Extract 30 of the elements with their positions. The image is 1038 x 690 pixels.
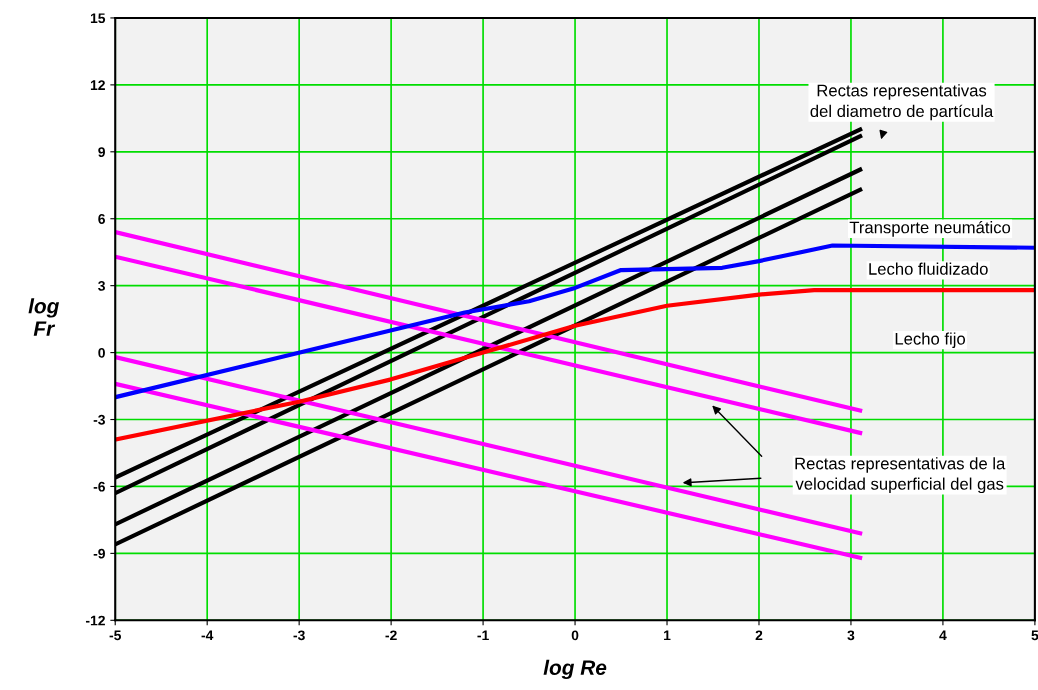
x-tick-label: 3 xyxy=(847,630,855,641)
line-series xyxy=(115,288,1035,442)
annotation: Transporte neumático xyxy=(849,220,1011,237)
y-tick-label: -9 xyxy=(93,548,105,559)
x-tick-label: -2 xyxy=(385,630,397,641)
y-tick-label: 3 xyxy=(98,280,105,291)
x-tick-label: -4 xyxy=(201,630,214,641)
x-tick-label: -3 xyxy=(293,630,305,641)
line-series xyxy=(115,243,1035,400)
y-tick-label: -6 xyxy=(93,481,105,492)
annotation: Rectas representativas del diametro de partícula xyxy=(810,84,994,121)
y-tick-label: 12 xyxy=(90,80,105,90)
y-tick-label: -3 xyxy=(93,414,105,425)
annotation: Lecho fijo xyxy=(895,332,966,348)
x-tick-label: -5 xyxy=(109,630,122,641)
x-tick-label: 2 xyxy=(755,630,763,641)
x-tick-label: -1 xyxy=(477,630,489,641)
y-tick-label: 6 xyxy=(98,214,105,224)
x-tick-label: 0 xyxy=(571,630,579,641)
y-tick-label: -12 xyxy=(85,615,105,626)
x-tick-label: 1 xyxy=(664,630,671,641)
x-tick-label: 4 xyxy=(939,630,947,641)
y-tick-label: 9 xyxy=(98,147,105,157)
x-axis-title: log Re xyxy=(543,659,607,680)
x-tick-label: 5 xyxy=(1031,630,1038,641)
y-tick-label: 15 xyxy=(90,13,106,24)
annotation: Rectas representativas de la velocidad superficial del gas xyxy=(795,457,1006,494)
annotation: Lecho fluidizado xyxy=(869,262,988,275)
y-tick-label: 0 xyxy=(98,347,105,358)
y-axis-title: log Fr xyxy=(28,298,60,336)
